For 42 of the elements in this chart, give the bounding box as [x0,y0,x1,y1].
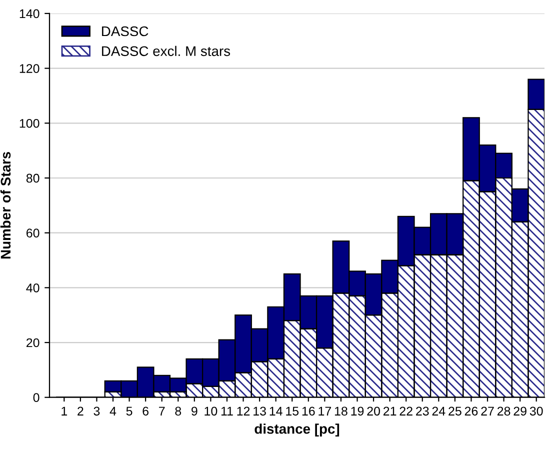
y-tick-label: 100 [20,118,40,128]
y-tick-label: 40 [26,283,40,292]
x-tick-label: 28 [497,406,510,416]
x-tick-label: 19 [351,406,364,416]
x-tick-label: 25 [448,406,462,416]
x-tick-label: 9 [192,406,198,416]
x-tick-label: 20 [367,406,380,416]
y-axis-title: Number of Stars [0,152,11,259]
x-tick-label: 5 [126,406,132,416]
x-tick-label: 13 [254,406,266,416]
x-axis-title: distance [pc] [254,424,340,437]
y-tick-label: 120 [20,64,40,73]
x-tick-label: 24 [432,406,446,416]
y-tick-label: 60 [26,228,40,238]
x-tick-label: 30 [530,406,543,416]
x-tick-label: 10 [204,406,218,416]
x-tick-label: 14 [270,406,282,416]
x-tick-label: 4 [110,406,116,416]
x-tick-label: 23 [416,406,429,416]
x-tick-label: 17 [318,406,332,416]
x-tick-label: 18 [334,406,348,416]
x-tick-label: 26 [464,406,478,416]
x-tick-label: 12 [237,406,250,416]
y-tick-label: 0 [33,393,40,402]
x-tick-label: 21 [383,406,396,416]
y-tick-label: 80 [26,174,40,183]
x-tick-label: 6 [142,406,148,416]
x-tick-label: 8 [175,406,182,416]
x-tick-label: 7 [159,406,165,416]
x-tick-label: 15 [286,406,299,416]
y-tick-label: 140 [20,9,40,18]
x-tick-label: 11 [221,406,233,416]
x-tick-label: 2 [78,406,84,416]
x-tick-label: 3 [94,406,100,416]
x-tick-label: 27 [481,406,494,416]
x-tick-label: 22 [400,406,412,416]
legend-label: DASSC excl. M stars [102,46,230,56]
x-tick-label: 16 [302,406,315,416]
legend-label: DASSC [102,26,148,36]
x-tick-label: 1 [62,406,68,416]
y-tick-label: 20 [26,338,40,348]
x-tick-label: 29 [514,406,526,416]
